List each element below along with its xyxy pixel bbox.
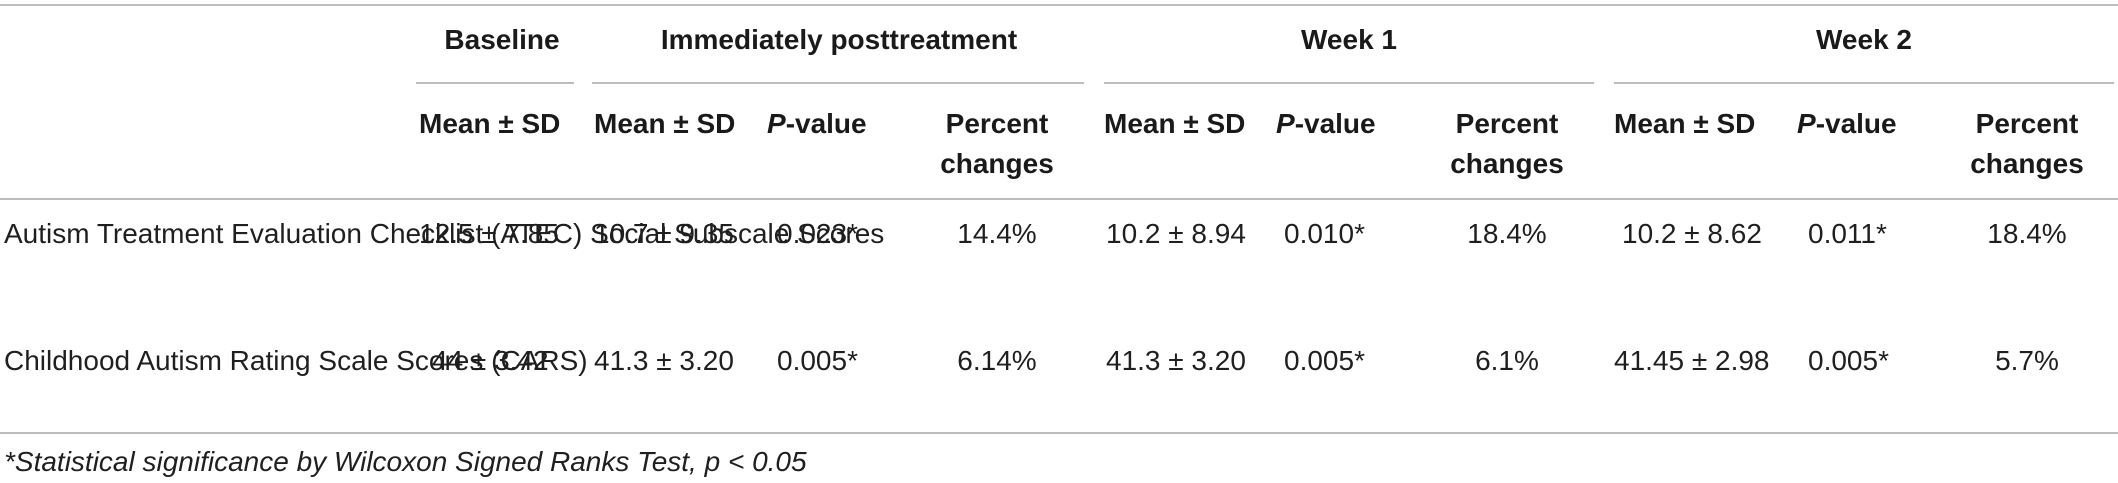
top-rule <box>0 4 2118 6</box>
underline-immediate <box>592 82 1084 84</box>
week2-p-value: 0.011* <box>1808 218 1887 249</box>
header-rule <box>0 198 2118 200</box>
underline-baseline <box>416 82 574 84</box>
subheader-week2-mean-sd: Mean ± SD <box>1614 108 1756 139</box>
week2-percent: 18.4% <box>1987 218 2067 249</box>
week1-mean-sd: 10.2 ± 8.94 <box>1106 218 1246 249</box>
subheader-baseline-mean-sd: Mean ± SD <box>419 108 561 139</box>
p-rest: -value <box>1294 108 1376 139</box>
baseline-mean-sd: 44 ± 3.42 <box>432 345 549 376</box>
week1-p-value: 0.005* <box>1284 345 1365 376</box>
p-rest: -value <box>1815 108 1897 139</box>
p-italic: P <box>767 108 786 139</box>
subheader-immediate-p-value: P-value <box>767 104 867 144</box>
immediate-mean-sd: 10.7 ± 9.35 <box>594 218 734 249</box>
week2-percent: 5.7% <box>1995 345 2059 376</box>
week1-percent: 6.1% <box>1475 345 1539 376</box>
p-italic: P <box>1797 108 1816 139</box>
percent-line2: changes <box>1450 148 1564 179</box>
week1-mean-sd: 41.3 ± 3.20 <box>1106 345 1246 376</box>
p-italic: P <box>1276 108 1295 139</box>
immediate-percent: 14.4% <box>957 218 1037 249</box>
header-week1: Week 1 <box>1301 24 1397 55</box>
immediate-p-value: 0.023* <box>777 218 858 249</box>
header-immediate: Immediately posttreatment <box>660 24 1018 55</box>
p-rest: -value <box>785 108 867 139</box>
percent-line2: changes <box>940 148 1054 179</box>
header-week2: Week 2 <box>1816 24 1912 55</box>
row-label: Autism Treatment Evaluation Checklist (A… <box>4 218 885 249</box>
subheader-immediate-percent: Percent changes <box>910 104 1084 184</box>
week1-p-value: 0.010* <box>1284 218 1365 249</box>
subheader-week2-p-value: P-value <box>1797 104 1897 144</box>
subheader-week1-mean-sd: Mean ± SD <box>1104 108 1246 139</box>
bottom-rule <box>0 432 2118 434</box>
underline-week1 <box>1104 82 1594 84</box>
subheader-week1-percent: Percent changes <box>1420 104 1594 184</box>
subheader-immediate-mean-sd: Mean ± SD <box>594 108 736 139</box>
week2-mean-sd: 41.45 ± 2.98 <box>1614 345 1770 376</box>
immediate-percent: 6.14% <box>957 345 1037 376</box>
week2-mean-sd: 10.2 ± 8.62 <box>1622 218 1762 249</box>
immediate-p-value: 0.005* <box>777 345 858 376</box>
header-baseline: Baseline <box>444 24 560 55</box>
underline-week2 <box>1614 82 2114 84</box>
footnote: *Statistical significance by Wilcoxon Si… <box>4 446 807 477</box>
row-label: Childhood Autism Rating Scale Scores (CA… <box>4 345 588 376</box>
percent-line1: Percent <box>945 108 1049 139</box>
percent-line1: Percent <box>1455 108 1559 139</box>
percent-line1: Percent <box>1975 108 2079 139</box>
subheader-week1-p-value: P-value <box>1276 104 1376 144</box>
subheader-week2-percent: Percent changes <box>1940 104 2114 184</box>
percent-line2: changes <box>1970 148 2084 179</box>
baseline-mean-sd: 12.5 ± 7.85 <box>419 218 559 249</box>
week2-p-value: 0.005* <box>1808 345 1889 376</box>
immediate-mean-sd: 41.3 ± 3.20 <box>594 345 734 376</box>
week1-percent: 18.4% <box>1467 218 1547 249</box>
